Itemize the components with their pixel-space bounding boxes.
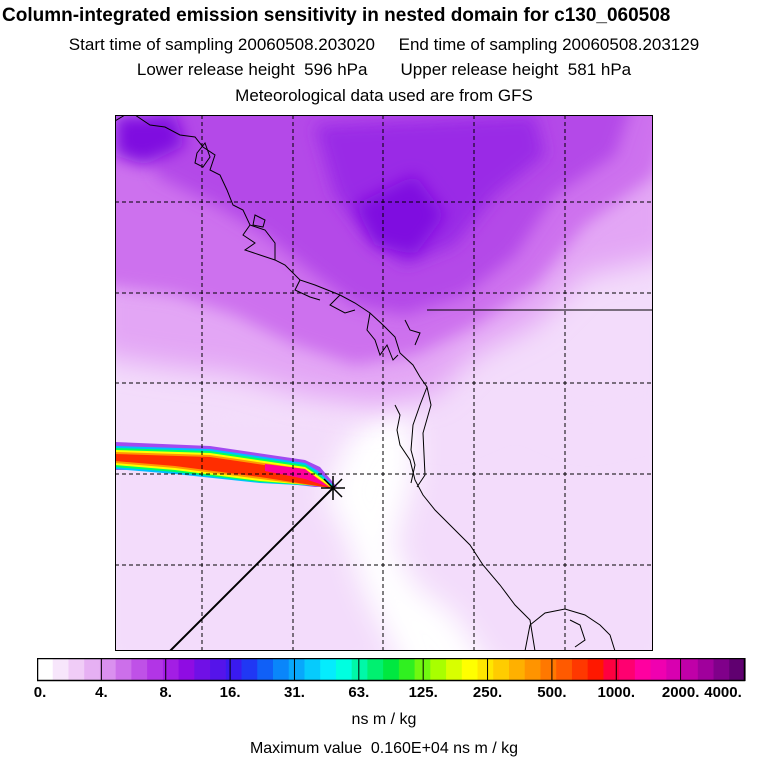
plot-title: Column-integrated emission sensitivity i… [2,5,671,26]
colorbar-cells [37,658,746,681]
plume-band-5 [115,454,331,488]
colorbar-cell [210,658,227,681]
colorbar-cell [99,658,117,681]
colorbar-cell [304,658,321,681]
colorbar-cell [257,658,274,681]
colorbar-cell [729,658,746,681]
colorbar-cell [682,658,699,681]
colorbar-tick-label: 1000. [597,684,636,701]
colorbar-cell [320,658,337,681]
colorbar-cell [398,658,416,681]
colorbar-cell [225,658,243,681]
colorbar-tick-label: 4000. [704,684,742,701]
colorbar-tick-label: 8. [159,684,172,701]
colorbar-tick-label: 500. [537,684,567,701]
colorbar-cell [273,658,290,681]
coastlines [115,115,653,651]
colorbar-cell [131,658,148,681]
colorbar-cell [540,658,557,681]
colorbar-cell [493,658,510,681]
colorbar-cell [37,658,54,681]
sampling-time-line: Start time of sampling 20060508.203020 E… [68,35,700,54]
colorbar-tick-label: 4. [95,684,108,701]
colorbar-tick-label: 31. [284,684,305,701]
coastline-north-detail [242,224,428,484]
colorbar-tick-label: 2000. [661,684,700,701]
colorbar-cell [162,658,180,681]
colorbar-cell [241,658,258,681]
meteorological-source-line: Meteorological data used are from GFS [235,86,533,105]
colorbar-cell [477,658,494,681]
colorbar-cell [666,658,683,681]
colorbar-cell [524,658,542,681]
colorbar-cell [84,658,101,681]
release-point-star [321,476,345,500]
colorbar-cell [115,658,132,681]
colorbar-cell [288,658,306,681]
emission-plume [115,442,337,488]
map-frame [115,115,653,651]
colorbar-cell [603,658,620,681]
colorbar-cell [461,658,479,681]
colorbar-cell [713,658,730,681]
colorbar-cell [147,658,164,681]
sensitivity-layer-1 [115,115,653,651]
colorbar-cell [446,658,463,681]
colorbar-cell [634,658,652,681]
colorbar-tick-label: 125. [408,684,438,701]
colorbar-tick-label: 250. [472,684,503,701]
colorbar-cell [351,658,368,681]
colorbar-cell [178,658,195,681]
colorbar-cell [587,658,604,681]
coastline-south [394,404,536,651]
colorbar-tick-label: 16. [219,684,241,701]
sensitivity-layer-6 [115,115,445,255]
colorbar-tick-label: 63. [348,684,370,701]
colorbar-cell [650,658,667,681]
colorbar-cell [367,658,384,681]
emission-sensitivity-map [115,115,653,651]
colorbar-cell [571,658,589,681]
colorbar-tick-marks [37,658,746,681]
colorbar-cell [619,658,636,681]
graticule [115,115,653,651]
colorbar-units: ns m / kg [351,711,417,728]
colorbar-cell [383,658,400,681]
plume-core [265,464,329,487]
coastline-island-1 [194,141,211,168]
colorbar-cell [52,658,70,681]
colorbar-cell [556,658,573,681]
colorbar-cell [335,658,353,681]
flight-track [169,487,334,651]
coastline-bay [524,608,616,651]
colorbar-cell [68,658,85,681]
colorbar [37,658,746,682]
colorbar-frame [37,658,746,682]
colorbar-tick-label: 0. [33,684,47,701]
maximum-value-note: Maximum value 0.160E+04 ns m / kg [249,740,519,757]
release-height-line: Lower release height 596 hPa Upper relea… [136,60,632,79]
colorbar-cell [697,658,715,681]
colorbar-cell [509,658,526,681]
colorbar-cell [194,658,211,681]
coastline-island-2 [252,214,266,228]
colorbar-cell [430,658,447,681]
